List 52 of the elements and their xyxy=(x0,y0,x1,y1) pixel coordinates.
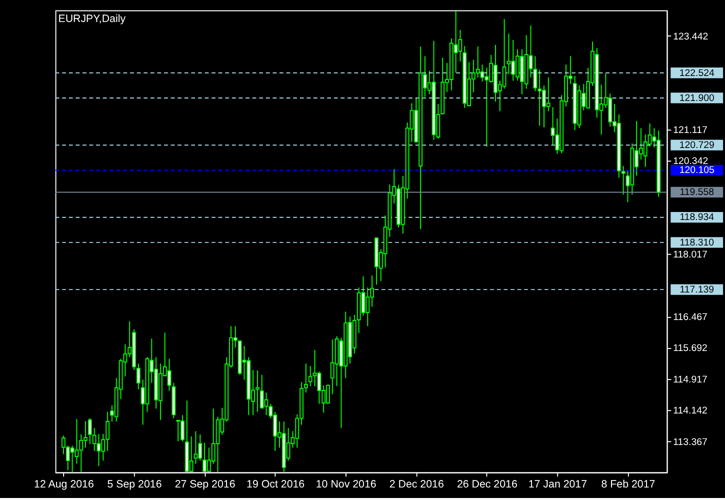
y-tick-label: 120.342 xyxy=(673,156,708,168)
y-tick-label: 115.692 xyxy=(673,343,708,354)
candlestick xyxy=(643,134,648,168)
candlestick xyxy=(74,418,79,464)
x-tick-label: 8 Feb 2017 xyxy=(601,478,656,490)
y-tick-label: 123.442 xyxy=(673,31,708,42)
candlestick xyxy=(366,287,370,327)
candlestick xyxy=(96,434,101,467)
candlestick xyxy=(312,349,317,387)
candlestick xyxy=(361,276,366,316)
x-tick-label: 12 Aug 2016 xyxy=(34,478,94,490)
ref-line-label: 120.105 xyxy=(679,165,714,176)
y-tick-label: 121.117 xyxy=(673,124,708,136)
candlestick xyxy=(502,18,506,90)
candlestick xyxy=(458,29,462,62)
y-tick-label: 118.017 xyxy=(673,250,708,261)
x-tick-label: 2 Dec 2016 xyxy=(389,478,444,490)
candlestick xyxy=(476,46,480,78)
candlestick xyxy=(176,420,180,442)
ref-line-label: 121.900 xyxy=(679,92,715,104)
candlestick xyxy=(260,374,264,410)
candlestick xyxy=(484,67,489,148)
candlestick xyxy=(511,40,516,82)
ref-line-label: 120.729 xyxy=(679,140,714,152)
candlestick xyxy=(136,363,140,390)
candlestick xyxy=(538,69,542,126)
x-tick-label: 19 Oct 2016 xyxy=(246,478,305,490)
ref-line-label: 118.310 xyxy=(680,237,715,248)
candlestick xyxy=(216,416,220,472)
candlestick xyxy=(608,93,612,128)
x-tick-label: 5 Sep 2016 xyxy=(107,478,162,490)
chart-title: EURJPY,Daily xyxy=(58,12,126,25)
ref-line-label: 122.524 xyxy=(679,68,715,79)
x-tick-label: 10 Nov 2016 xyxy=(316,478,376,490)
x-tick-label: 26 Dec 2016 xyxy=(456,478,518,490)
candlestick xyxy=(198,434,202,462)
x-tick-label: 17 Jan 2017 xyxy=(528,478,588,490)
y-tick-label: 114.142 xyxy=(673,406,708,417)
x-tick-label: 27 Sep 2016 xyxy=(174,478,236,490)
candlestick xyxy=(79,434,84,472)
candlestick xyxy=(317,371,322,404)
candlestick xyxy=(304,363,308,394)
candlestick xyxy=(308,366,312,387)
ref-line-label: 118.934 xyxy=(680,212,715,224)
ref-line-label: 119.558 xyxy=(680,187,714,198)
ref-line-label: 117.139 xyxy=(680,284,714,296)
candlestick xyxy=(480,64,484,82)
candlestick xyxy=(330,338,334,395)
y-tick-label: 114.917 xyxy=(673,374,708,386)
y-tick-label: 116.467 xyxy=(673,312,708,324)
y-tick-label: 113.367 xyxy=(673,436,708,448)
candlestick xyxy=(546,76,550,112)
